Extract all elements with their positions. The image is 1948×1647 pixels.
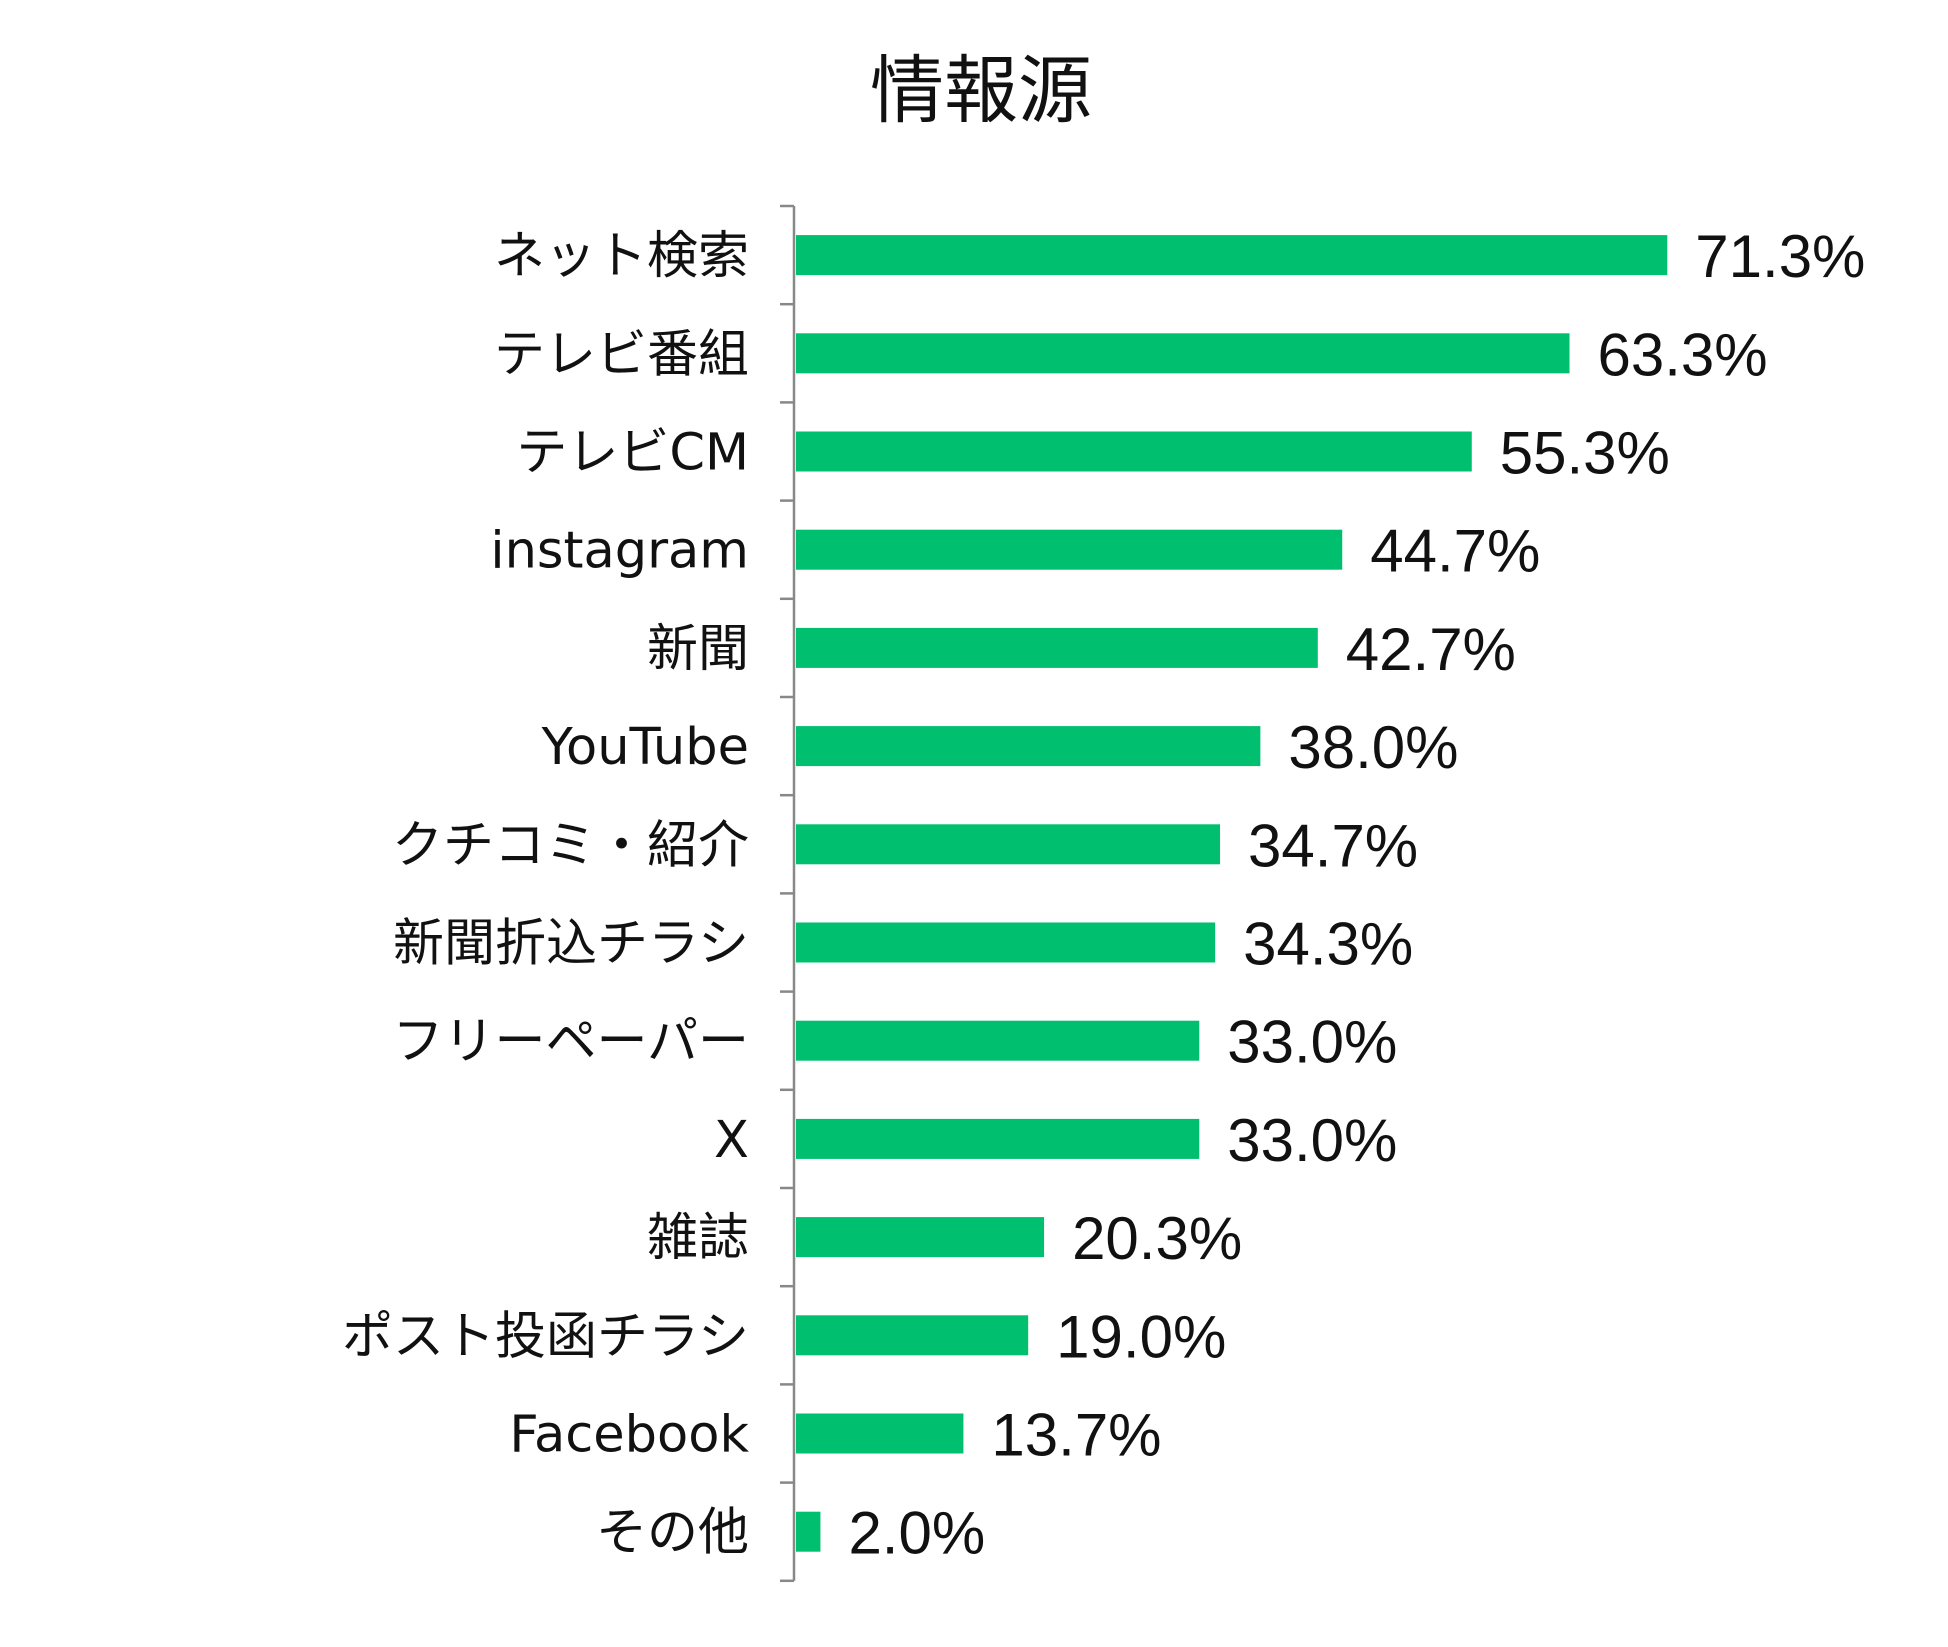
bar [796,824,1221,865]
bar [796,1020,1200,1061]
value-label: 20.3% [1072,1205,1242,1272]
value-label: 19.0% [1056,1303,1226,1370]
bar [796,1511,821,1552]
value-label: 42.7% [1346,616,1516,683]
category-label: 雑誌 [647,1209,749,1268]
value-label: 2.0% [848,1500,985,1567]
category-label: 新聞 [647,620,749,679]
bar [796,1315,1029,1356]
category-label: Facebook [509,1406,749,1465]
category-label: フリーペーパー [393,1013,750,1072]
category-label: テレビCM [516,424,749,483]
value-labels: 71.3% 63.3% 55.3% 44.7% 42.7% 38.0% 34.7% 34.3%… [848,223,1865,1567]
value-label: 33.0% [1227,1009,1397,1076]
category-label: 新聞折込チラシ [393,915,749,974]
bar [796,922,1216,963]
value-label: 63.3% [1598,321,1768,388]
bar [796,726,1261,767]
value-label: 44.7% [1370,518,1540,585]
chart-title: 情報源 [870,48,1092,134]
category-label: テレビ番組 [494,325,749,384]
value-label: 71.3% [1695,223,1865,290]
value-label: 34.3% [1243,911,1413,978]
value-label: 38.0% [1288,714,1458,781]
value-label: 34.7% [1248,812,1418,879]
category-axis [780,204,796,1583]
bar [796,627,1318,668]
category-label: クチコミ・紹介 [392,816,749,875]
value-label: 33.0% [1227,1107,1397,1174]
bar [796,333,1570,374]
value-label: 13.7% [991,1402,1161,1469]
category-label: その他 [596,1504,749,1563]
bar [796,1413,964,1454]
bar [796,431,1472,472]
value-label: 55.3% [1500,420,1670,487]
bar [796,1217,1045,1258]
category-label: ポスト投函チラシ [342,1307,749,1366]
bar [796,1118,1200,1159]
category-label: X [714,1111,749,1170]
category-label: ネット検索 [494,227,749,286]
bar [796,529,1343,570]
category-label: YouTube [541,718,749,777]
bar [796,235,1668,276]
bars [796,235,1668,1552]
category-label: instagram [490,522,749,581]
